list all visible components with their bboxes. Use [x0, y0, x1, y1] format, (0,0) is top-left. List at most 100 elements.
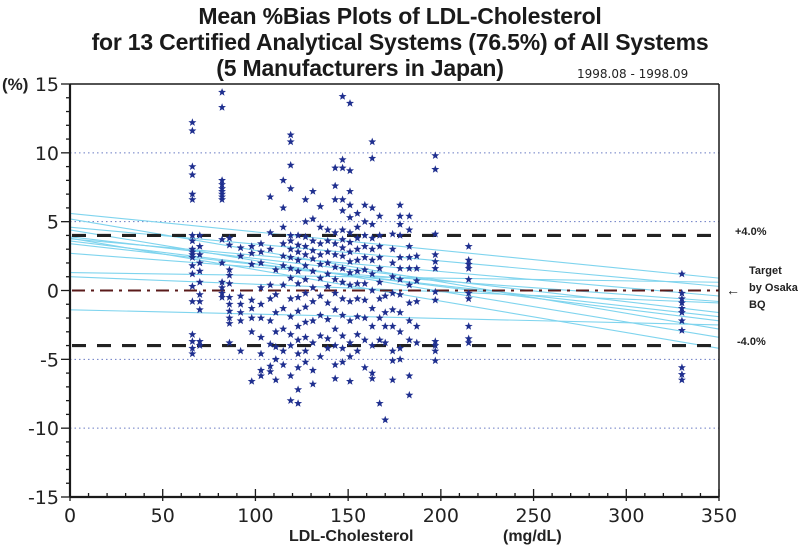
data-point — [195, 242, 204, 250]
data-point — [375, 294, 384, 303]
y-tick-label: 10 — [35, 143, 59, 165]
data-point — [368, 322, 377, 330]
data-point — [279, 360, 288, 369]
data-point — [286, 371, 295, 380]
data-point — [225, 313, 234, 322]
data-point — [286, 264, 295, 272]
data-point — [218, 235, 226, 243]
data-point — [218, 195, 226, 203]
data-point — [316, 291, 325, 300]
data-point — [225, 338, 234, 347]
data-point — [396, 344, 405, 352]
data-point — [375, 253, 384, 261]
data-point — [294, 399, 303, 407]
data-point — [431, 250, 440, 259]
chart-title-line-3: (5 Manufacturers in Japan) — [216, 55, 504, 81]
data-point — [431, 257, 440, 265]
data-point — [331, 374, 340, 382]
data-point — [286, 312, 295, 321]
data-point — [353, 279, 362, 287]
data-point — [396, 308, 405, 316]
data-point — [346, 352, 354, 360]
data-point — [677, 316, 686, 325]
data-point — [195, 341, 204, 349]
data-point — [677, 375, 686, 384]
data-point — [218, 289, 226, 297]
data-point — [301, 195, 310, 203]
data-point — [195, 290, 204, 298]
reference-lines — [72, 233, 719, 348]
data-point — [396, 212, 405, 220]
data-point — [677, 269, 686, 278]
data-point — [286, 130, 295, 139]
data-point — [308, 187, 317, 195]
data-point — [188, 269, 197, 278]
data-point — [464, 256, 473, 264]
data-point — [368, 269, 377, 278]
data-point — [247, 249, 256, 257]
data-point — [368, 341, 377, 349]
data-point — [316, 202, 325, 210]
data-point — [308, 254, 317, 263]
data-point — [677, 308, 686, 316]
data-point — [286, 184, 295, 192]
data-point — [346, 268, 354, 276]
data-point — [346, 257, 354, 265]
data-point — [225, 293, 234, 301]
regression-line — [69, 309, 720, 326]
data-point — [405, 242, 414, 250]
data-point — [308, 316, 317, 325]
data-point — [388, 229, 397, 238]
data-point — [188, 126, 197, 135]
data-point — [346, 228, 354, 237]
data-point — [375, 335, 384, 344]
data-point — [388, 322, 397, 330]
y-tick-label: -10 — [28, 418, 59, 440]
data-point — [338, 206, 347, 215]
data-point — [301, 217, 310, 226]
lower-limit-label: -4.0% — [737, 336, 766, 348]
data-point — [257, 300, 265, 308]
data-point — [388, 375, 397, 384]
data-point — [294, 256, 303, 264]
data-point — [338, 195, 347, 203]
data-point — [218, 278, 226, 286]
data-point — [266, 316, 275, 325]
data-point — [405, 264, 414, 272]
data-point — [195, 258, 204, 267]
data-point — [225, 319, 234, 327]
regression-line — [69, 272, 720, 283]
data-point — [323, 269, 332, 278]
data-point — [286, 245, 295, 253]
target-label-line-3: BQ — [749, 299, 766, 311]
data-point — [338, 344, 347, 352]
x-axis-label: LDL-Cholesterol — [289, 528, 414, 545]
data-point — [225, 265, 234, 274]
data-point — [412, 264, 421, 272]
data-point — [323, 344, 332, 352]
data-point — [346, 280, 354, 289]
y-tick-label: 15 — [35, 74, 59, 96]
data-point — [677, 370, 686, 378]
regression-line — [69, 238, 720, 297]
data-point — [301, 289, 310, 297]
data-point — [412, 251, 421, 260]
data-point — [338, 357, 347, 366]
data-point — [301, 232, 310, 241]
data-point — [368, 220, 377, 228]
data-point — [286, 341, 295, 349]
data-point — [412, 322, 421, 330]
data-point — [266, 367, 275, 376]
target-label: Target by Osaka BQ — [749, 263, 798, 314]
data-point — [346, 316, 354, 325]
data-point — [431, 287, 440, 296]
data-point — [677, 294, 686, 303]
data-point — [464, 289, 473, 297]
data-point — [412, 297, 421, 305]
x-tick-label: 300 — [608, 505, 644, 527]
data-point — [294, 240, 303, 249]
data-point — [301, 333, 310, 341]
data-point — [316, 250, 325, 259]
date-range-label: 1998.08 - 1998.09 — [577, 67, 689, 81]
data-point — [375, 264, 384, 272]
